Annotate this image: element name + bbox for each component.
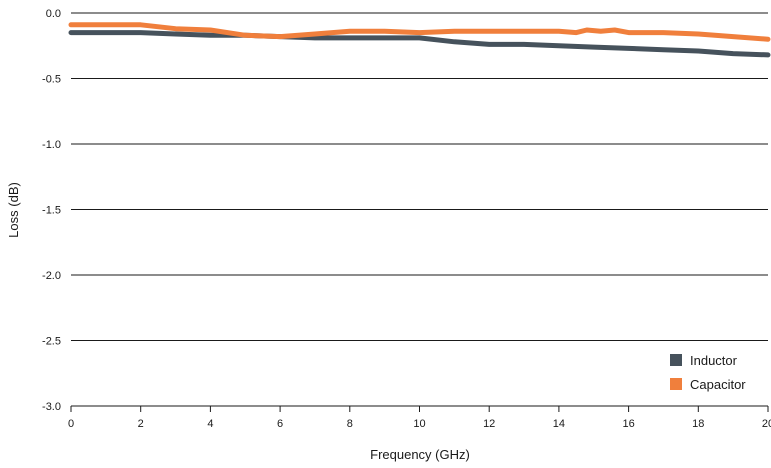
y-tick-labels: 0.0 -0.5 -1.0 -1.5 -2.0 -2.5 -3.0 bbox=[42, 8, 61, 413]
x-tick-label: 16 bbox=[622, 418, 634, 430]
series-line-capacitor bbox=[68, 22, 771, 42]
y-tick-label: -2.5 bbox=[42, 336, 61, 348]
x-tick-label: 0 bbox=[68, 418, 74, 430]
y-tick-label: -1.0 bbox=[42, 139, 61, 151]
x-tick-label: 20 bbox=[762, 418, 771, 430]
x-tick-label: 6 bbox=[277, 418, 283, 430]
y-tick-label: 0.0 bbox=[46, 8, 61, 20]
series-line-inductor bbox=[68, 30, 771, 58]
legend-label-inductor: Inductor bbox=[690, 353, 738, 368]
y-axis-title: Loss (dB) bbox=[6, 182, 21, 238]
x-tick-label: 4 bbox=[207, 418, 213, 430]
y-tick-label: -3.0 bbox=[42, 401, 61, 413]
legend: Inductor Capacitor bbox=[670, 353, 746, 392]
x-tick-label: 8 bbox=[347, 418, 353, 430]
series-lines bbox=[68, 22, 771, 58]
x-tick-label: 12 bbox=[483, 418, 495, 430]
y-tick-label: -2.0 bbox=[42, 270, 61, 282]
y-tick-label: -0.5 bbox=[42, 74, 61, 86]
x-tick-labels: 0 2 4 6 8 10 12 14 16 18 20 bbox=[68, 418, 771, 430]
legend-swatch-capacitor bbox=[670, 378, 682, 390]
x-axis-title: Frequency (GHz) bbox=[370, 447, 470, 462]
legend-label-capacitor: Capacitor bbox=[690, 377, 746, 392]
legend-swatch-inductor bbox=[670, 354, 682, 366]
y-tick-label: -1.5 bbox=[42, 205, 61, 217]
x-tick-label: 14 bbox=[553, 418, 565, 430]
x-axis bbox=[70, 406, 769, 412]
x-tick-label: 2 bbox=[138, 418, 144, 430]
grid-lines bbox=[71, 12, 768, 407]
x-tick-label: 10 bbox=[413, 418, 425, 430]
x-tick-label: 18 bbox=[692, 418, 704, 430]
